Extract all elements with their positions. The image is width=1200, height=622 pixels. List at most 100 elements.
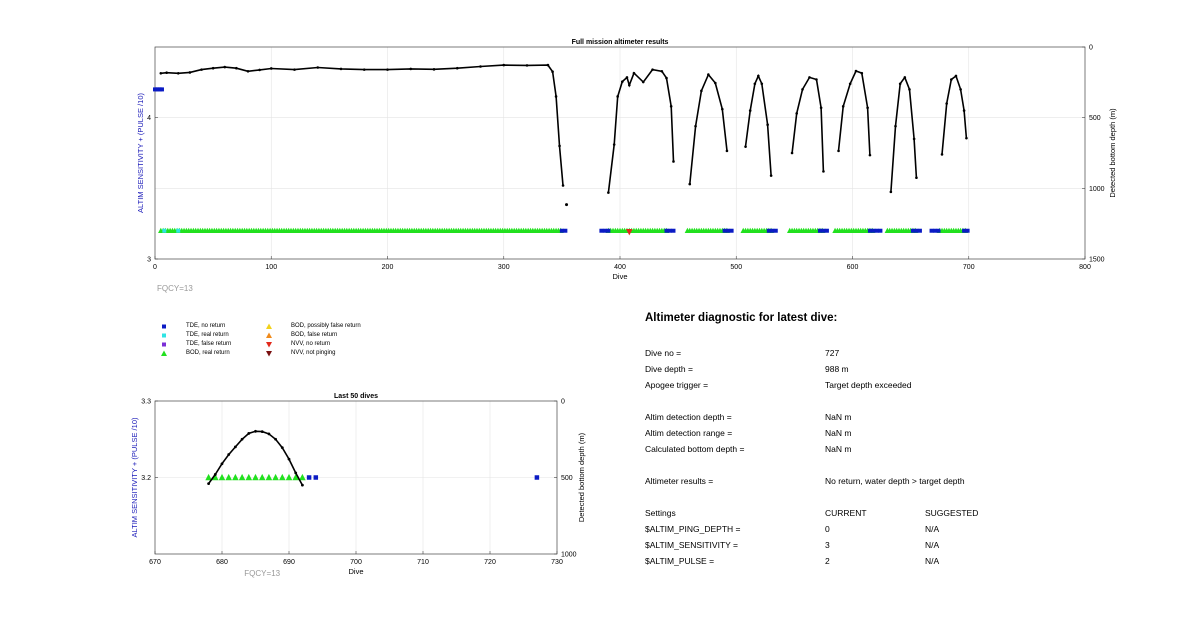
bod-real-return-marker [225,473,232,481]
tde-real-return-marker [162,228,167,233]
y-axis-label-left: ALTIM SENSITIVITY + (PULSE /10) [136,93,145,213]
bottom-depth-point [808,76,811,79]
bottom-depth-point [790,151,794,155]
diag-row-detection-range: Altim detection range = NaN m [645,428,1145,442]
legend-label: TDE, false return [186,341,232,347]
bottom-depth-point [176,71,180,75]
diag-value: NaN m [825,428,852,438]
bottom-depth-point [240,437,244,441]
diag-row-dive-no: Dive no = 727 [645,348,1145,362]
bottom-depth-point [267,432,271,436]
bottom-depth-point [766,123,769,127]
bottom-depth-point [819,106,823,110]
legend-label: BOD, false return [291,332,338,338]
legend-label: NVV, no return [291,341,331,347]
bottom-depth-point [721,107,724,111]
bottom-depth-point [213,473,217,476]
bottom-depth-point [432,68,436,71]
bottom-depth-point [220,462,224,466]
bottom-depth-point [714,81,717,85]
y-tick-label-left: 3.2 [141,475,151,482]
bottom-depth-point [950,78,953,81]
bottom-depth-point [260,430,264,433]
y-tick-label-left: 3.3 [141,399,151,406]
bottom-depth-point [688,182,692,186]
bottom-depth-point [908,88,911,91]
bottom-depth-point [362,68,366,71]
diagnostic-panel: Altimeter diagnostic for latest dive: Di… [645,312,1165,582]
tde-setting-marker [159,87,164,92]
tde-no-return-marker [871,228,876,233]
bottom-depth-point [672,160,675,163]
cyan-square-icon [160,331,168,340]
legend-label: TDE, no return [186,323,226,329]
diag-label: Calculated bottom depth = [645,444,745,454]
diag-value: NaN m [825,412,852,422]
bottom-depth-line [890,75,918,192]
bottom-depth-point [769,174,773,177]
diag-row-apogee-trigger: Apogee trigger = Target depth exceeded [645,380,1145,394]
bottom-depth-point [525,64,529,67]
x-tick-label: 730 [551,559,563,566]
diag-row-altimeter-results: Altimeter results = No return, water dep… [645,476,1145,490]
bottom-depth-point [269,67,273,70]
diag-label: Settings [645,508,676,518]
bottom-depth-point [479,65,482,68]
bottom-depth-point [801,88,804,91]
diag-label: Dive depth = [645,364,693,374]
blue-square-icon [160,322,168,331]
diagnostic-title: Altimeter diagnostic for latest dive: [645,312,838,324]
tde-no-return-marker [729,228,734,233]
purple-square-icon [160,340,168,349]
y-tick-label-right: 0 [1089,45,1093,52]
legend-label: NVV, not pinging [291,350,336,356]
tde-no-return-marker [664,228,669,233]
tde-no-return-marker [824,228,829,233]
diag-value: 988 m [825,364,849,374]
tde-no-return-marker [962,228,967,233]
bod-real-return-marker [258,473,266,481]
bottom-depth-point [894,124,897,128]
bottom-depth-point [760,82,764,86]
bottom-depth-point [748,109,752,112]
y-tick-label-right: 1500 [1089,257,1105,264]
bottom-depth-point [502,63,506,67]
tde-no-return-marker [917,228,922,233]
bottom-depth-outlier [565,203,569,207]
diag-row-pulse: $ALTIM_PULSE = 2 N/A [645,556,1145,570]
bottom-depth-point [665,76,668,80]
tde-no-return-marker [936,228,941,233]
bottom-depth-point [246,70,250,73]
bod-real-return-marker [245,473,253,481]
y-tick-label-right: 1000 [561,552,577,559]
bottom-depth-line [607,68,675,193]
bod-real-return-marker [232,473,239,481]
diag-value: NaN m [825,444,852,454]
bod-real-return-marker [265,473,273,481]
bottom-depth-point [546,63,550,67]
bottom-depth-point [822,170,825,173]
y-axis-label-right: Detected bottom depth (m) [577,432,586,522]
diag-label: $ALTIM_PULSE = [645,556,715,566]
x-tick-label: 300 [498,264,510,271]
bottom-depth-point [651,68,654,71]
tde-no-return-marker [770,228,775,233]
bottom-depth-point [860,71,864,75]
bod-real-return-marker [279,473,286,481]
bottom-depth-line [837,69,871,156]
bottom-depth-point [165,71,168,75]
tde-no-return-marker [606,228,611,233]
bottom-depth-point [247,432,251,435]
bottom-depth-point [854,69,858,73]
diag-value: Target depth exceeded [825,380,912,390]
bottom-depth-point [616,95,619,98]
diag-value: 3 [825,540,830,550]
diag-extra: N/A [925,556,940,566]
x-axis-label: Dive [348,567,363,576]
diag-row-detection-depth: Altim detection depth = NaN m [645,412,1145,426]
tde-no-return-marker [910,228,915,233]
bottom-depth-point [551,70,554,74]
bottom-depth-point [669,105,673,108]
bottom-depth-point [868,153,872,157]
